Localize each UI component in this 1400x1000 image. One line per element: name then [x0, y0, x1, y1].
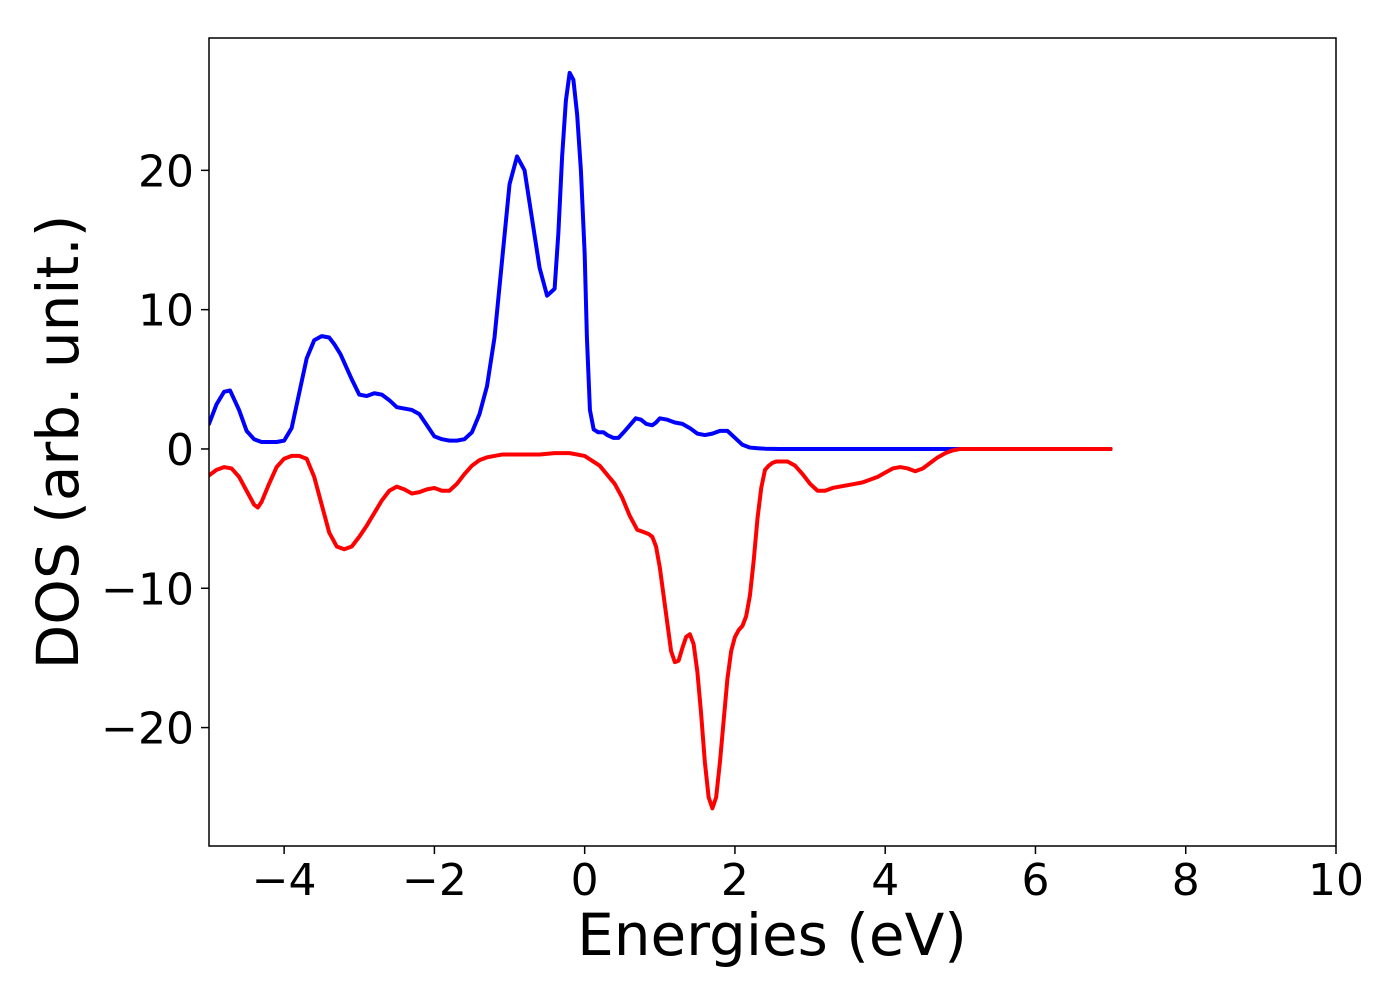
y-tick-label: 20 [138, 146, 194, 197]
y-axis: −20 −10 0 10 20 [101, 146, 209, 755]
series-layer [209, 70, 1113, 811]
x-tick-label: 8 [1172, 855, 1200, 906]
x-tick-label: −4 [252, 855, 317, 906]
x-tick-label: −2 [402, 855, 467, 906]
plot-frame [208, 37, 1337, 847]
x-tick-label: 10 [1308, 855, 1364, 906]
x-tick-label: 2 [721, 855, 749, 906]
x-tick-label: 6 [1021, 855, 1049, 906]
y-tick-label: −10 [101, 564, 194, 615]
y-axis-label: DOS (arb. unit.) [24, 215, 92, 670]
x-tick-label: 4 [871, 855, 899, 906]
series-line-0 [209, 70, 1113, 451]
y-tick-label: −20 [101, 704, 194, 755]
x-axis-label: Energies (eV) [577, 901, 967, 969]
y-tick-label: 10 [138, 286, 194, 337]
x-tick-label: 0 [571, 855, 599, 906]
y-tick-label: 0 [166, 425, 194, 476]
x-axis: −4 −2 0 2 4 6 8 10 [252, 846, 1364, 906]
series-line-1 [209, 446, 1113, 811]
